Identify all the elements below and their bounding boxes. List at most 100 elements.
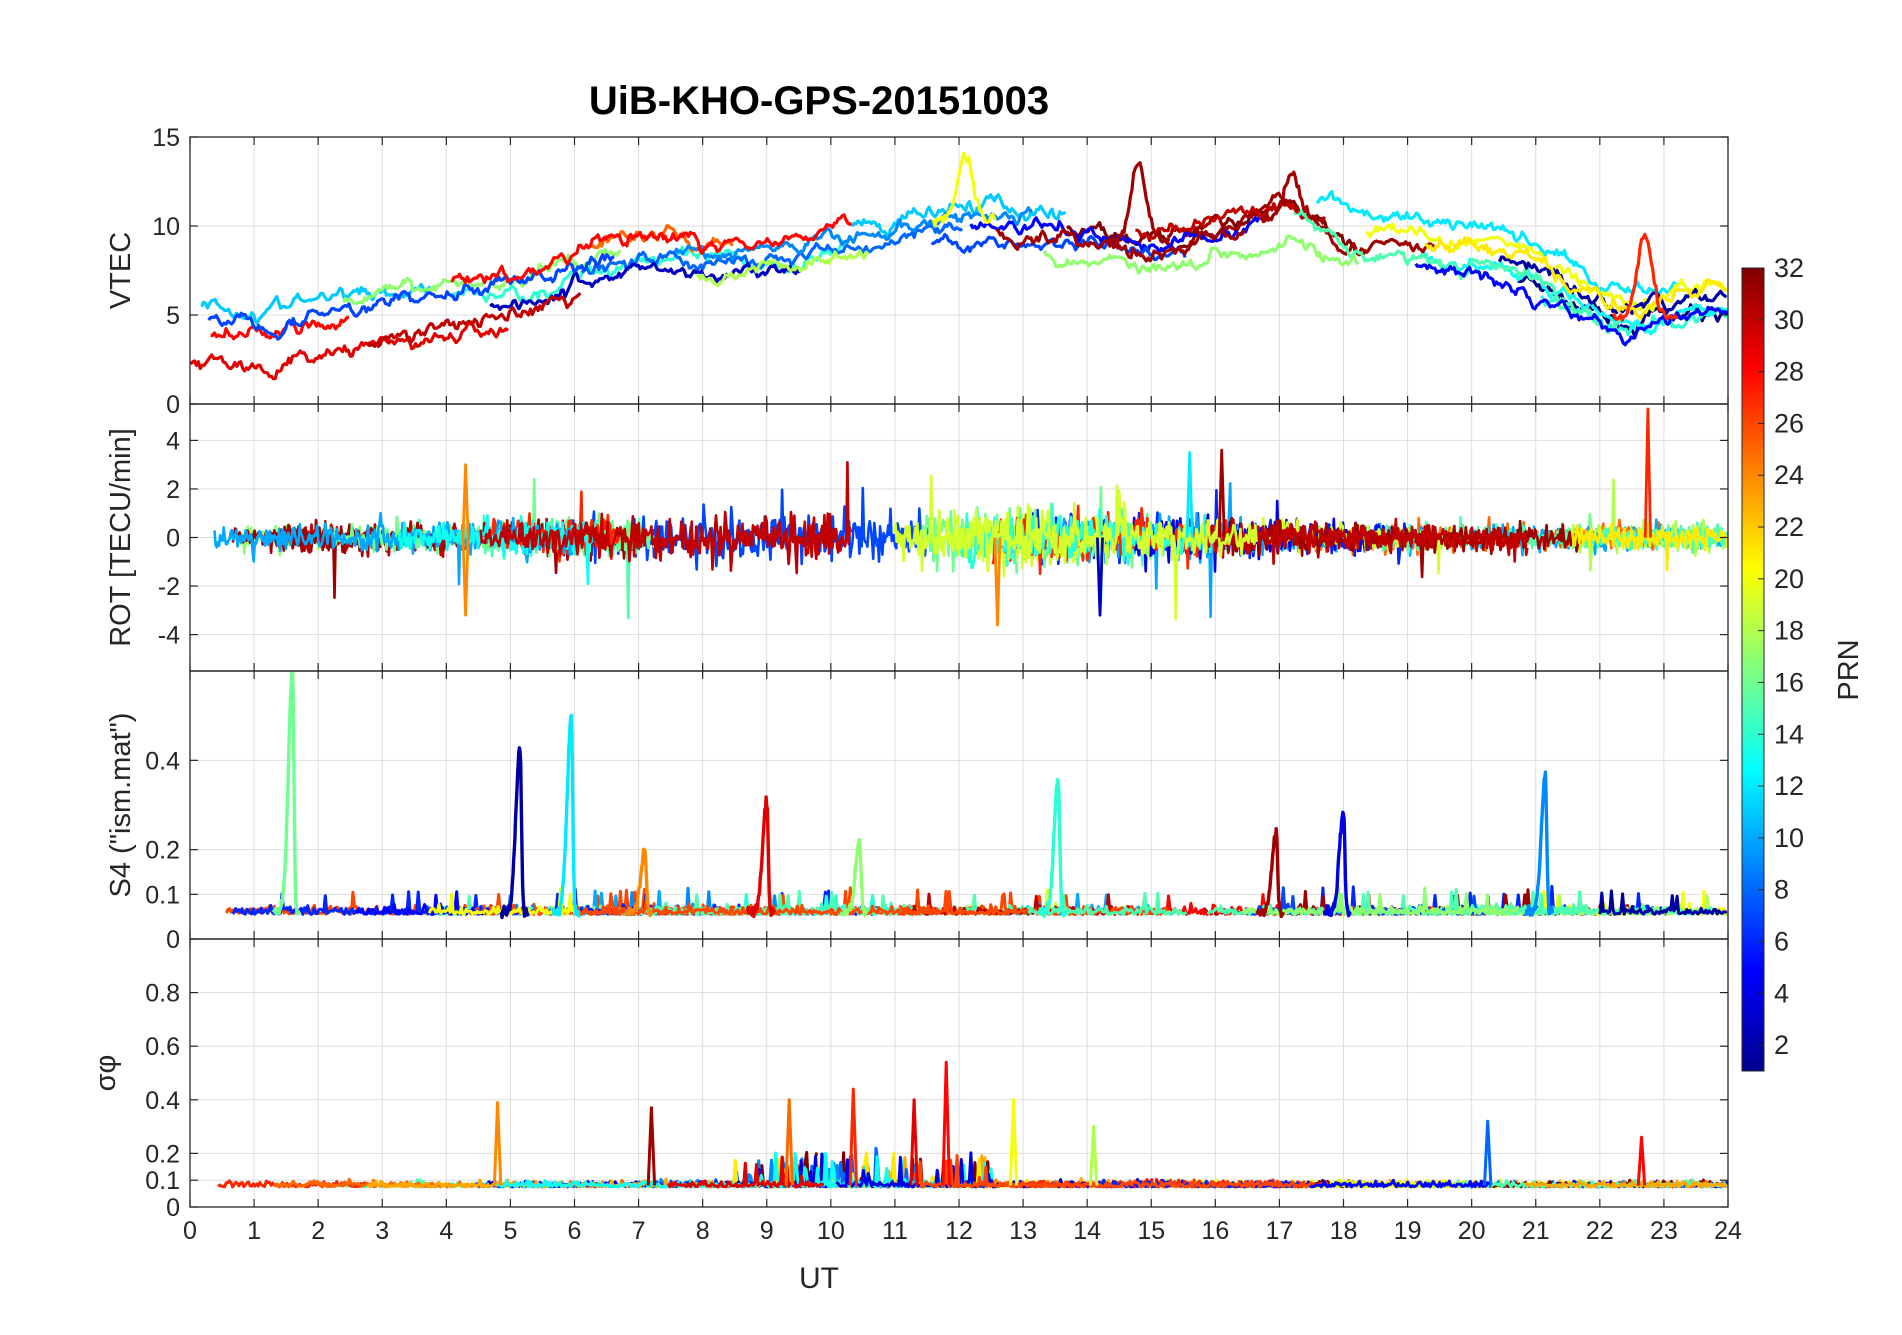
x-tick-label: 6 <box>568 1217 582 1245</box>
sigma-spike <box>848 1087 858 1186</box>
vtec-trace <box>1316 190 1679 296</box>
colorbar-tick-label: 20 <box>1774 564 1804 594</box>
colorbar-tick-label: 10 <box>1774 823 1804 853</box>
s4-peak-trace <box>1037 777 1068 919</box>
x-tick-label: 13 <box>1009 1217 1037 1245</box>
sigma-trace <box>913 1154 1313 1189</box>
colorbar-tick-label: 8 <box>1774 875 1789 905</box>
y-axis-label: σφ <box>90 1055 122 1092</box>
vtec-trace <box>1135 200 1300 241</box>
sigma-spike <box>1008 1098 1019 1186</box>
y-tick-label: 10 <box>152 213 180 241</box>
colorbar-label: PRN <box>1833 639 1865 700</box>
x-tick-label: 9 <box>760 1217 774 1245</box>
colorbar-tick-label: 30 <box>1774 305 1804 335</box>
y-axis-label: S4 ("ism.mat") <box>105 713 137 898</box>
x-tick-label: 19 <box>1394 1217 1422 1245</box>
rot-spike <box>1096 537 1104 617</box>
sigma-trace <box>667 1155 825 1189</box>
colorbar-tick-label: 12 <box>1774 771 1804 801</box>
sigma-spike <box>784 1098 794 1186</box>
sigma-spike <box>909 1098 919 1186</box>
s4-peak-trace <box>499 746 530 920</box>
x-tick-label: 14 <box>1073 1217 1101 1245</box>
x-tick-label: 20 <box>1458 1217 1486 1245</box>
y-tick-label: 0 <box>166 525 180 553</box>
vtec-trace <box>1424 235 1728 320</box>
grid-lines <box>189 939 1729 1208</box>
s4-peak-trace <box>271 671 301 916</box>
s4-peak-trace <box>839 838 869 918</box>
y-tick-label: -2 <box>158 573 180 601</box>
vtec-peak-trace <box>1105 161 1171 247</box>
vtec-trace <box>850 193 1067 238</box>
colorbar-tick-label: 14 <box>1774 719 1804 749</box>
x-tick-label: 2 <box>311 1217 325 1245</box>
s4-trace <box>1242 886 1519 916</box>
x-tick-label: 21 <box>1522 1217 1550 1245</box>
y-tick-label: 15 <box>152 124 180 152</box>
x-tick-label: 5 <box>503 1217 517 1245</box>
x-tick-label: 12 <box>945 1217 973 1245</box>
vtec-trace <box>1498 255 1728 315</box>
s4-peak-trace <box>745 795 776 919</box>
data-traces <box>224 671 1728 920</box>
sigma-spike <box>1088 1125 1099 1186</box>
sigma-spike <box>492 1101 503 1186</box>
y-tick-label: 0 <box>166 391 180 419</box>
sigma-trace <box>1524 1178 1728 1189</box>
s4-peak-trace <box>624 847 654 918</box>
axis-ticks <box>189 136 1729 405</box>
s4-peak-trace <box>550 713 581 918</box>
vtec-trace <box>365 291 582 348</box>
x-tick-label: 17 <box>1266 1217 1294 1245</box>
y-tick-label: 0.1 <box>145 881 180 909</box>
x-tick-label: 11 <box>882 1217 908 1245</box>
rot-spike <box>1643 407 1652 538</box>
vtec-peak-trace <box>1611 232 1679 322</box>
x-tick-label: 3 <box>375 1217 389 1245</box>
sigma-spike <box>941 1060 951 1186</box>
x-tick-label: 10 <box>817 1217 845 1245</box>
x-tick-label: 22 <box>1586 1217 1614 1245</box>
x-tick-label: 0 <box>183 1217 197 1245</box>
vtec-trace <box>695 249 870 288</box>
s4-peak-trace <box>1255 827 1285 919</box>
colorbar-tick-label: 22 <box>1774 512 1804 542</box>
vtec-trace <box>342 247 622 305</box>
x-tick-label: 4 <box>439 1217 453 1245</box>
y-tick-label: 0.8 <box>145 980 180 1008</box>
rot-trace <box>1571 521 1728 572</box>
sigma-spike <box>1483 1119 1493 1186</box>
s4-trace <box>550 894 939 916</box>
vtec-trace <box>995 227 1246 263</box>
y-tick-label: 5 <box>166 302 180 330</box>
chart-title: UiB-KHO-GPS-20151003 <box>589 79 1049 123</box>
rot-spike <box>993 537 1002 627</box>
rot-trace <box>892 474 1258 621</box>
x-tick-label: 7 <box>632 1217 646 1245</box>
y-tick-label: 0.1 <box>145 1167 180 1195</box>
sigma-spike <box>646 1106 657 1186</box>
y-tick-label: 0.4 <box>145 1087 180 1115</box>
vtec-peak-trace <box>931 151 997 228</box>
panel-vtec: 0 5 10 15 VTEC <box>105 124 1729 419</box>
colorbar-tick-label: 2 <box>1774 1030 1789 1060</box>
y-tick-label: 2 <box>166 476 180 504</box>
sigma-spike <box>1636 1135 1647 1186</box>
s4-trace <box>1598 889 1728 916</box>
y-tick-label: -4 <box>158 622 180 650</box>
s4-peak-trace <box>1322 810 1352 918</box>
vtec-trace <box>450 213 853 285</box>
y-tick-label: 0.2 <box>145 1140 180 1168</box>
vtec-trace <box>207 253 615 341</box>
rot-spike <box>1185 451 1194 538</box>
colorbar-tick-label: 16 <box>1774 667 1804 697</box>
colorbar-gradient <box>1741 267 1765 1072</box>
axis-ticks <box>189 939 1729 1208</box>
